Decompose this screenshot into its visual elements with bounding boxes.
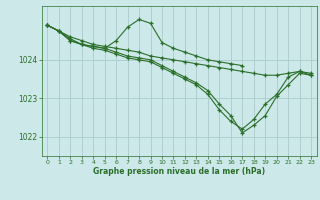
X-axis label: Graphe pression niveau de la mer (hPa): Graphe pression niveau de la mer (hPa): [93, 167, 265, 176]
